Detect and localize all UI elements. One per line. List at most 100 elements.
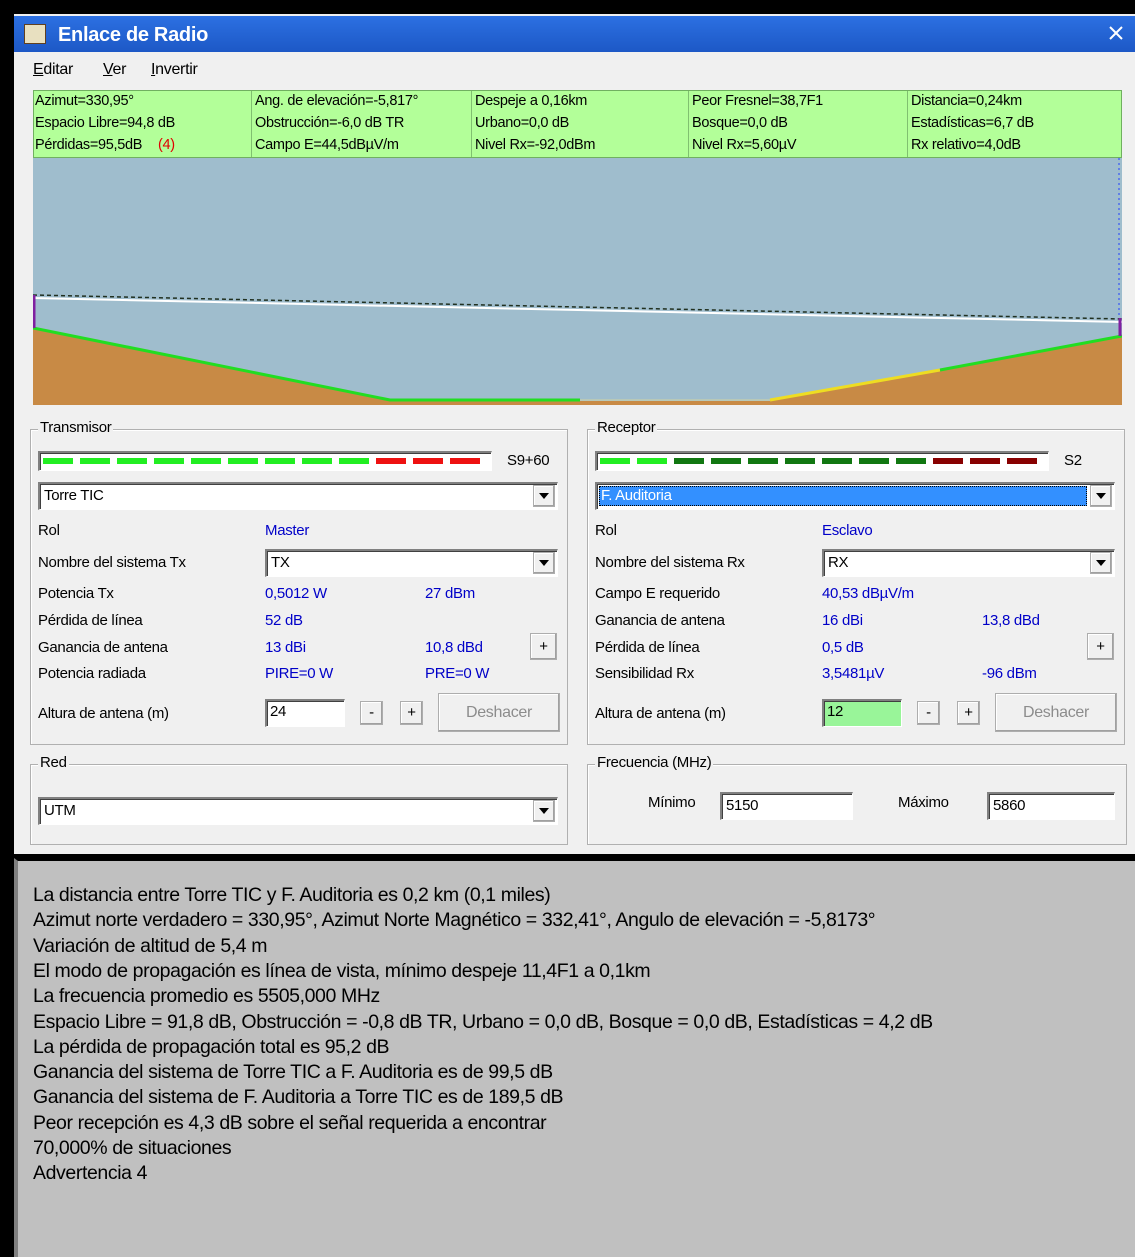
signal-segment	[600, 458, 630, 464]
dropdown-arrow[interactable]	[533, 552, 555, 574]
signal-level: S9+60	[507, 452, 550, 469]
dropdown[interactable]	[38, 482, 558, 510]
plus-button[interactable]: +	[957, 701, 980, 725]
report-line: El modo de propagación es línea de vista…	[33, 959, 651, 982]
window-title: Enlace de Radio	[58, 24, 208, 46]
field-value: PIRE=0 W	[265, 665, 334, 682]
dropdown[interactable]	[265, 549, 558, 577]
group-box	[30, 764, 568, 845]
signal-segment	[228, 458, 258, 464]
minus-button[interactable]: -	[360, 701, 383, 725]
group-box	[587, 764, 1127, 845]
field-label: Pérdida de línea	[595, 639, 700, 656]
field-label: Potencia Tx	[38, 585, 114, 602]
plus-button[interactable]: +	[1087, 633, 1114, 660]
field-value: 27 dBm	[425, 585, 475, 602]
field-value: 3,5481µV	[822, 665, 885, 682]
info-cell: Campo E=44,5dBµV/m	[255, 137, 399, 153]
report-line: Variación de altitud de 5,4 m	[33, 934, 268, 957]
info-cell: Estadísticas=6,7 dB	[911, 115, 1034, 131]
field-label: Nombre del sistema Rx	[595, 554, 745, 571]
arrow-icon	[539, 493, 549, 499]
dropdown-value: TX	[271, 554, 290, 571]
dropdown-selection	[599, 486, 1087, 506]
dropdown-arrow[interactable]	[533, 485, 555, 507]
info-cell: Nivel Rx=5,60µV	[692, 137, 797, 153]
dropdown-value: Torre TIC	[44, 487, 104, 504]
text-input[interactable]	[720, 792, 853, 820]
signal-segment	[748, 458, 778, 464]
menu-item[interactable]: Editar	[33, 61, 73, 79]
field-value: 0,5 dB	[822, 639, 864, 656]
info-cell: Espacio Libre=94,8 dB	[35, 115, 176, 131]
field-value: 13,8 dBd	[982, 612, 1040, 629]
profile	[32, 158, 1123, 405]
signal-segment	[80, 458, 110, 464]
signal-segment	[711, 458, 741, 464]
field-value: Master	[265, 522, 310, 539]
arrow-icon	[539, 808, 549, 814]
field-label: Ganancia de antena	[595, 612, 725, 629]
report-panel	[14, 858, 1135, 1257]
info-separator	[251, 91, 252, 157]
signal-segment	[674, 458, 704, 464]
field-value: 16 dBi	[822, 612, 863, 629]
info-cell: Peor Fresnel=38,7F1	[692, 93, 823, 109]
group-box	[30, 429, 568, 745]
info-separator	[907, 91, 908, 157]
group-box	[587, 429, 1125, 745]
info-grid	[33, 90, 1122, 158]
plus-button[interactable]: +	[400, 701, 423, 725]
report-line: Azimut norte verdadero = 330,95°, Azimut…	[33, 909, 876, 932]
dropdown-arrow[interactable]	[1090, 552, 1112, 574]
signal-segment	[637, 458, 667, 464]
field-value: 40,53 dBµV/m	[822, 585, 914, 602]
dropdown-arrow[interactable]	[533, 800, 555, 822]
menu-label[interactable]: Editar	[33, 61, 74, 78]
info-cell: Ang. de elevación=-5,817°	[255, 93, 419, 109]
minus-button[interactable]: -	[917, 701, 940, 725]
menu-item[interactable]: Invertir	[151, 61, 198, 79]
signal-segment	[859, 458, 889, 464]
arrow-icon	[539, 560, 549, 566]
undo-button[interactable]: Deshacer	[438, 693, 560, 732]
field-label: Altura de antena (m)	[595, 705, 726, 722]
undo-button[interactable]: Deshacer	[995, 693, 1117, 732]
field-label: Sensibilidad Rx	[595, 665, 694, 682]
signal-segment	[970, 458, 1000, 464]
dropdown-arrow[interactable]	[1090, 485, 1112, 507]
field-value: Esclavo	[822, 522, 873, 539]
info-warning: (4)	[158, 137, 175, 153]
field-value: 13 dBi	[265, 639, 306, 656]
report-line: Ganancia del sistema de F. Auditoria a T…	[33, 1086, 564, 1109]
signal-segment	[822, 458, 852, 464]
title-bar	[14, 16, 1135, 52]
profile-graphic	[32, 158, 1123, 405]
field-label: Nombre del sistema Tx	[38, 554, 186, 571]
field-value: 52 dB	[265, 612, 303, 629]
info-cell: Distancia=0,24km	[911, 93, 1022, 109]
menu-item[interactable]: Ver	[103, 61, 126, 79]
info-cell: Nivel Rx=-92,0dBm	[475, 137, 596, 153]
dropdown[interactable]	[822, 549, 1115, 577]
input-value: 5860	[993, 797, 1026, 814]
info-separator	[688, 91, 689, 157]
report-line: 70,000% de situaciones	[33, 1137, 232, 1159]
report-line: La frecuencia promedio es 5505,000 MHz	[33, 985, 380, 1008]
report-line: La pérdida de propagación total es 95,2 …	[33, 1035, 390, 1058]
signal-segment	[1007, 458, 1037, 464]
field-label: Ganancia de antena	[38, 639, 168, 656]
close-button[interactable]	[1108, 25, 1124, 41]
signal-level: S2	[1064, 452, 1082, 469]
text-input[interactable]	[265, 699, 345, 727]
text-input[interactable]	[822, 699, 902, 727]
field-label: Pérdida de línea	[38, 612, 143, 629]
menu-label[interactable]: Ver	[103, 61, 127, 78]
text-input[interactable]	[987, 792, 1115, 820]
menu-label[interactable]: Invertir	[151, 61, 198, 78]
info-cell: Pérdidas=95,5dB	[35, 137, 143, 153]
report-line: La distancia entre Torre TIC y F. Audito…	[33, 884, 551, 906]
dropdown[interactable]	[38, 797, 558, 825]
info-cell: Urbano=0,0 dB	[475, 115, 570, 131]
plus-button[interactable]: +	[530, 633, 557, 660]
